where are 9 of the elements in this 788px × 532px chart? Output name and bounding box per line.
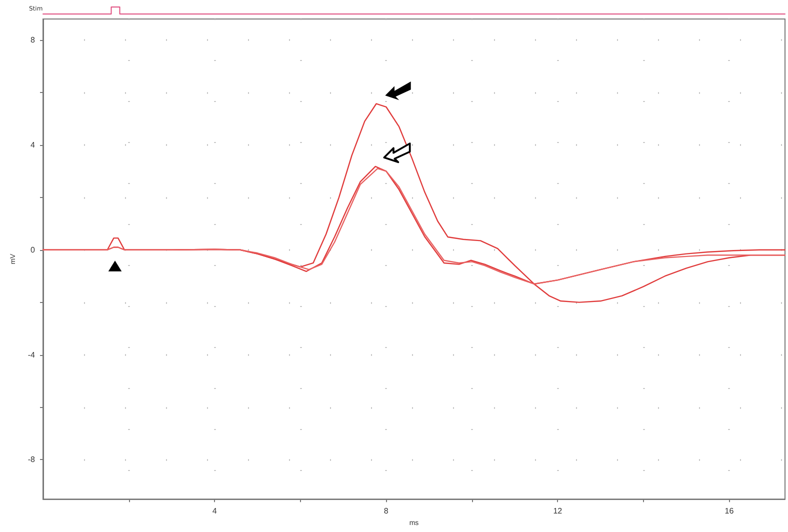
- x-tick-label: 4: [212, 506, 218, 516]
- y-tick-label: 0: [30, 245, 36, 254]
- x-tick-label: 12: [553, 506, 563, 516]
- x-tick-label: 16: [724, 506, 734, 516]
- y-tick-label: 4: [30, 140, 36, 150]
- y-tick-label: 8: [30, 35, 36, 44]
- y-tick-label: -8: [28, 455, 36, 464]
- y-tick-label: -4: [28, 350, 36, 360]
- x-tick-label: 8: [384, 506, 389, 516]
